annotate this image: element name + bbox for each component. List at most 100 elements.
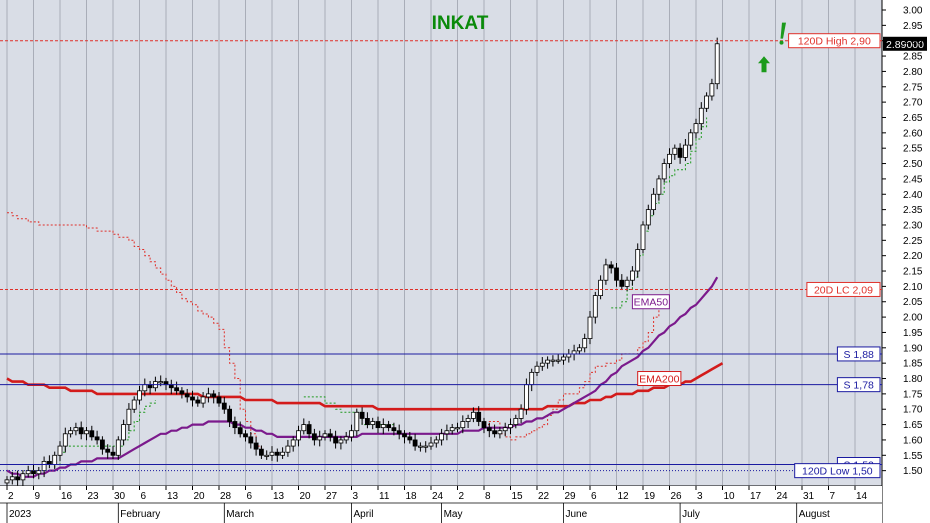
candle	[296, 425, 301, 447]
candle	[550, 355, 556, 367]
level-label: S 1,88	[844, 349, 875, 361]
exclamation-icon	[780, 22, 786, 39]
candle	[94, 430, 100, 445]
x-tick-label: 13	[273, 491, 285, 502]
y-tick-label: 1.60	[903, 435, 923, 446]
level-label: S 1,78	[844, 380, 875, 392]
candle	[333, 430, 339, 449]
candle-body	[179, 390, 185, 395]
candle	[433, 436, 439, 448]
candle-body	[439, 433, 445, 441]
y-tick-label: 2.20	[903, 251, 923, 262]
candle	[555, 353, 561, 364]
x-tick-label: 18	[406, 491, 418, 502]
candle-body	[258, 448, 264, 456]
candle	[121, 419, 126, 446]
x-axis-band	[0, 486, 882, 523]
x-tick-label: 14	[856, 491, 868, 502]
series-label-box	[637, 371, 682, 387]
candle-body	[78, 427, 84, 435]
candle	[481, 417, 487, 434]
month-label: April	[354, 509, 374, 520]
candle	[285, 439, 291, 457]
candle	[412, 433, 418, 451]
level-label: 20D LC 2,09	[814, 284, 873, 296]
candle-body	[285, 445, 291, 453]
candle-body	[492, 430, 498, 435]
candle-body	[508, 424, 513, 429]
y-tick-label: 1.50	[903, 466, 923, 477]
candle-body	[200, 396, 206, 404]
level-label: 120D Low 1,50	[802, 466, 873, 478]
last-price-box	[883, 36, 927, 51]
y-tick-label: 2.00	[903, 313, 923, 324]
candle-body	[667, 153, 672, 164]
x-tick-label: 17	[750, 491, 762, 502]
candle-body	[449, 427, 455, 432]
ema200-line	[6, 362, 724, 411]
candle	[359, 407, 365, 425]
candle	[476, 406, 482, 427]
candle-body	[9, 476, 15, 481]
x-tick-label: 6	[247, 491, 253, 502]
x-tick-label: 24	[432, 491, 444, 502]
chart-title: INKAT	[432, 13, 489, 34]
y-tick-label: 1.85	[903, 359, 923, 370]
candle	[290, 436, 296, 452]
candle-body	[131, 399, 137, 410]
annotations: EMA50 EMA200 2.89000	[631, 22, 927, 387]
y-tick-label: 2.45	[903, 174, 923, 185]
y-tick-label: 2.80	[903, 67, 923, 78]
candle	[635, 243, 641, 278]
candle	[539, 357, 545, 371]
candle-body	[364, 418, 370, 425]
candle	[317, 430, 323, 447]
candle-body	[651, 193, 656, 211]
candle-body	[62, 433, 68, 447]
candle-body	[709, 83, 715, 97]
candle-body	[465, 418, 471, 422]
candle-body	[656, 178, 662, 195]
candle-body	[582, 338, 588, 349]
candle	[36, 466, 42, 480]
y-tick-label: 2.15	[903, 267, 923, 278]
candle-body	[322, 433, 328, 438]
x-tick-label: 11	[379, 491, 390, 502]
candle-body	[158, 381, 164, 384]
candle-body	[688, 132, 694, 146]
candle	[84, 427, 89, 441]
candle	[174, 381, 180, 395]
candle-body	[428, 442, 434, 447]
candle	[561, 353, 566, 365]
y-tick-label: 1.75	[903, 389, 923, 400]
candle	[227, 405, 233, 428]
x-tick-label: 7	[830, 491, 836, 502]
candle-body	[359, 411, 365, 419]
candle	[619, 274, 625, 291]
y-tick-label: 2.10	[903, 282, 923, 293]
candle	[497, 427, 503, 439]
candle-body	[598, 279, 603, 296]
candle-body	[534, 365, 540, 373]
candle	[41, 456, 47, 478]
candle-body	[221, 402, 227, 410]
candle	[396, 424, 402, 440]
candle	[248, 431, 254, 449]
candle	[407, 431, 413, 444]
y-tick-label: 2.65	[903, 113, 923, 124]
candle	[672, 144, 678, 160]
up-arrow-icon	[758, 56, 770, 73]
candle-body	[57, 445, 63, 456]
candle	[25, 465, 31, 478]
month-label: March	[226, 509, 254, 520]
x-tick-label: 24	[777, 491, 789, 502]
y-tick-label: 2.60	[903, 128, 923, 139]
candle	[100, 436, 105, 455]
candle	[656, 175, 662, 201]
candle	[89, 425, 95, 441]
candle	[78, 421, 84, 440]
candle	[592, 291, 598, 324]
candle-body	[683, 144, 688, 158]
candle	[211, 390, 217, 404]
